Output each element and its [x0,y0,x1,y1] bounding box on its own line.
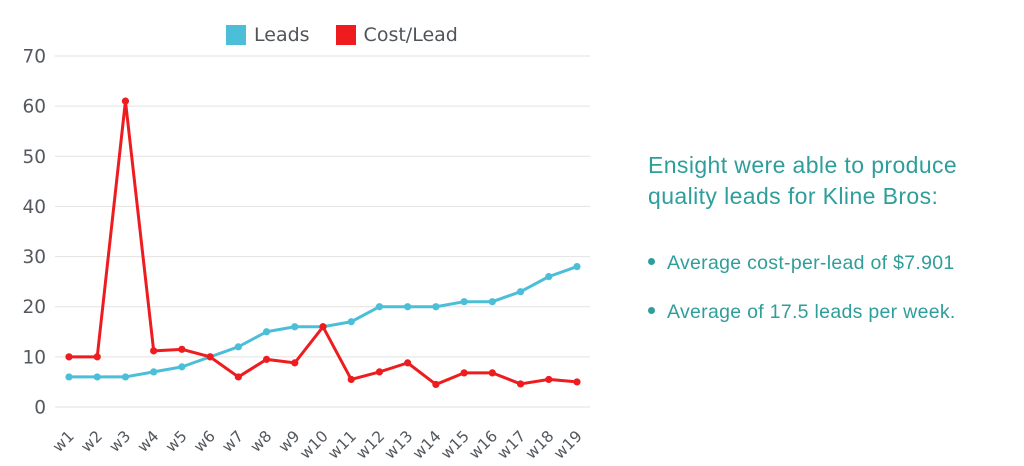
x-tick-label: w12 [353,427,389,463]
data-point-cost-lead [375,368,384,376]
data-point-leads [93,373,101,381]
data-point-leads [432,303,440,311]
data-point-cost-lead [545,375,553,384]
data-point-leads [234,343,242,351]
legend-label: Cost/Lead [363,24,458,46]
y-tick-label: 30 [22,247,46,268]
legend-swatch-icon [226,25,246,45]
annotation-bullets: Average cost-per-lead of $7.901 Average … [648,252,1010,323]
data-point-leads [516,288,525,296]
x-tick-label: w11 [324,427,360,463]
data-point-cost-lead [488,369,496,377]
data-point-cost-lead [291,359,299,367]
x-tick-label: w6 [190,427,219,456]
data-point-leads [262,328,271,336]
bullet-text: Average of 17.5 leads per week. [667,301,956,323]
y-tick-label: 40 [22,197,46,218]
data-point-cost-lead [460,369,468,377]
x-tick-label: w5 [162,427,191,456]
bullet-dot-icon [648,307,655,314]
series-line-cost-lead [67,99,579,386]
data-point-leads [65,373,73,381]
y-tick-label: 20 [22,297,46,318]
legend-swatch-icon [335,25,356,45]
x-tick-label: w7 [218,427,247,456]
data-point-cost-lead [262,355,271,363]
data-point-leads [573,263,581,271]
x-tick-label: w4 [134,427,163,456]
data-point-leads [545,273,553,281]
data-point-cost-lead [178,345,186,353]
x-tick-label: w2 [77,427,106,456]
data-point-cost-lead [404,359,412,367]
annotation-heading: Ensight were able to produce quality lea… [648,152,958,209]
data-point-cost-lead [150,347,158,355]
legend-label: Leads [254,24,310,46]
data-point-cost-lead [319,323,327,331]
x-tick-label: w17 [494,427,530,463]
bullet-item: Average of 17.5 leads per week. [648,301,1010,323]
x-tick-label: w8 [247,427,276,456]
data-point-cost-lead [206,353,214,361]
data-point-leads [375,303,384,311]
data-point-cost-lead [93,353,101,361]
data-point-leads [404,303,412,311]
x-tick-label: w15 [437,427,473,463]
data-point-cost-lead [573,378,581,386]
x-tick-label: w19 [550,427,586,463]
data-point-cost-lead [234,373,242,381]
annotation-panel: Ensight were able to produce quality lea… [648,150,1010,350]
y-tick-label: 10 [22,347,46,368]
x-tick-label: w10 [296,427,332,463]
data-point-leads [347,318,355,326]
data-point-leads [150,368,158,376]
bullet-item: Average cost-per-lead of $7.901 [648,252,1010,274]
chart-legend: Leads Cost/Lead [226,24,458,46]
data-point-leads [488,298,496,306]
y-tick-label: 70 [22,47,46,68]
data-point-cost-lead [432,380,440,389]
data-point-leads [121,373,130,381]
y-tick-label: 0 [34,398,46,419]
x-tick-label: w16 [466,427,502,463]
x-tick-label: w3 [106,427,135,456]
data-point-cost-lead [516,380,525,388]
y-tick-label: 60 [22,97,46,118]
legend-item-cost-lead: Cost/Lead [335,24,458,46]
data-point-leads [291,323,299,331]
data-point-cost-lead [121,97,130,105]
x-tick-label: w1 [49,427,78,456]
bullet-dot-icon [648,258,655,265]
legend-item-leads: Leads [226,24,310,46]
data-point-leads [460,298,468,306]
y-tick-label: 50 [22,147,46,168]
x-tick-label: w13 [381,427,417,463]
data-point-cost-lead [347,375,355,384]
x-tick-label: w18 [522,427,558,463]
data-point-leads [178,363,186,371]
chart-area: Leads Cost/Lead 0 10 20 30 40 50 60 70 w1 w2 w3 w4 w5… [22,24,590,463]
x-tick-label: w14 [409,427,445,463]
bullet-text: Average cost-per-lead of $7.901 [667,252,955,274]
data-point-cost-lead [65,353,73,361]
